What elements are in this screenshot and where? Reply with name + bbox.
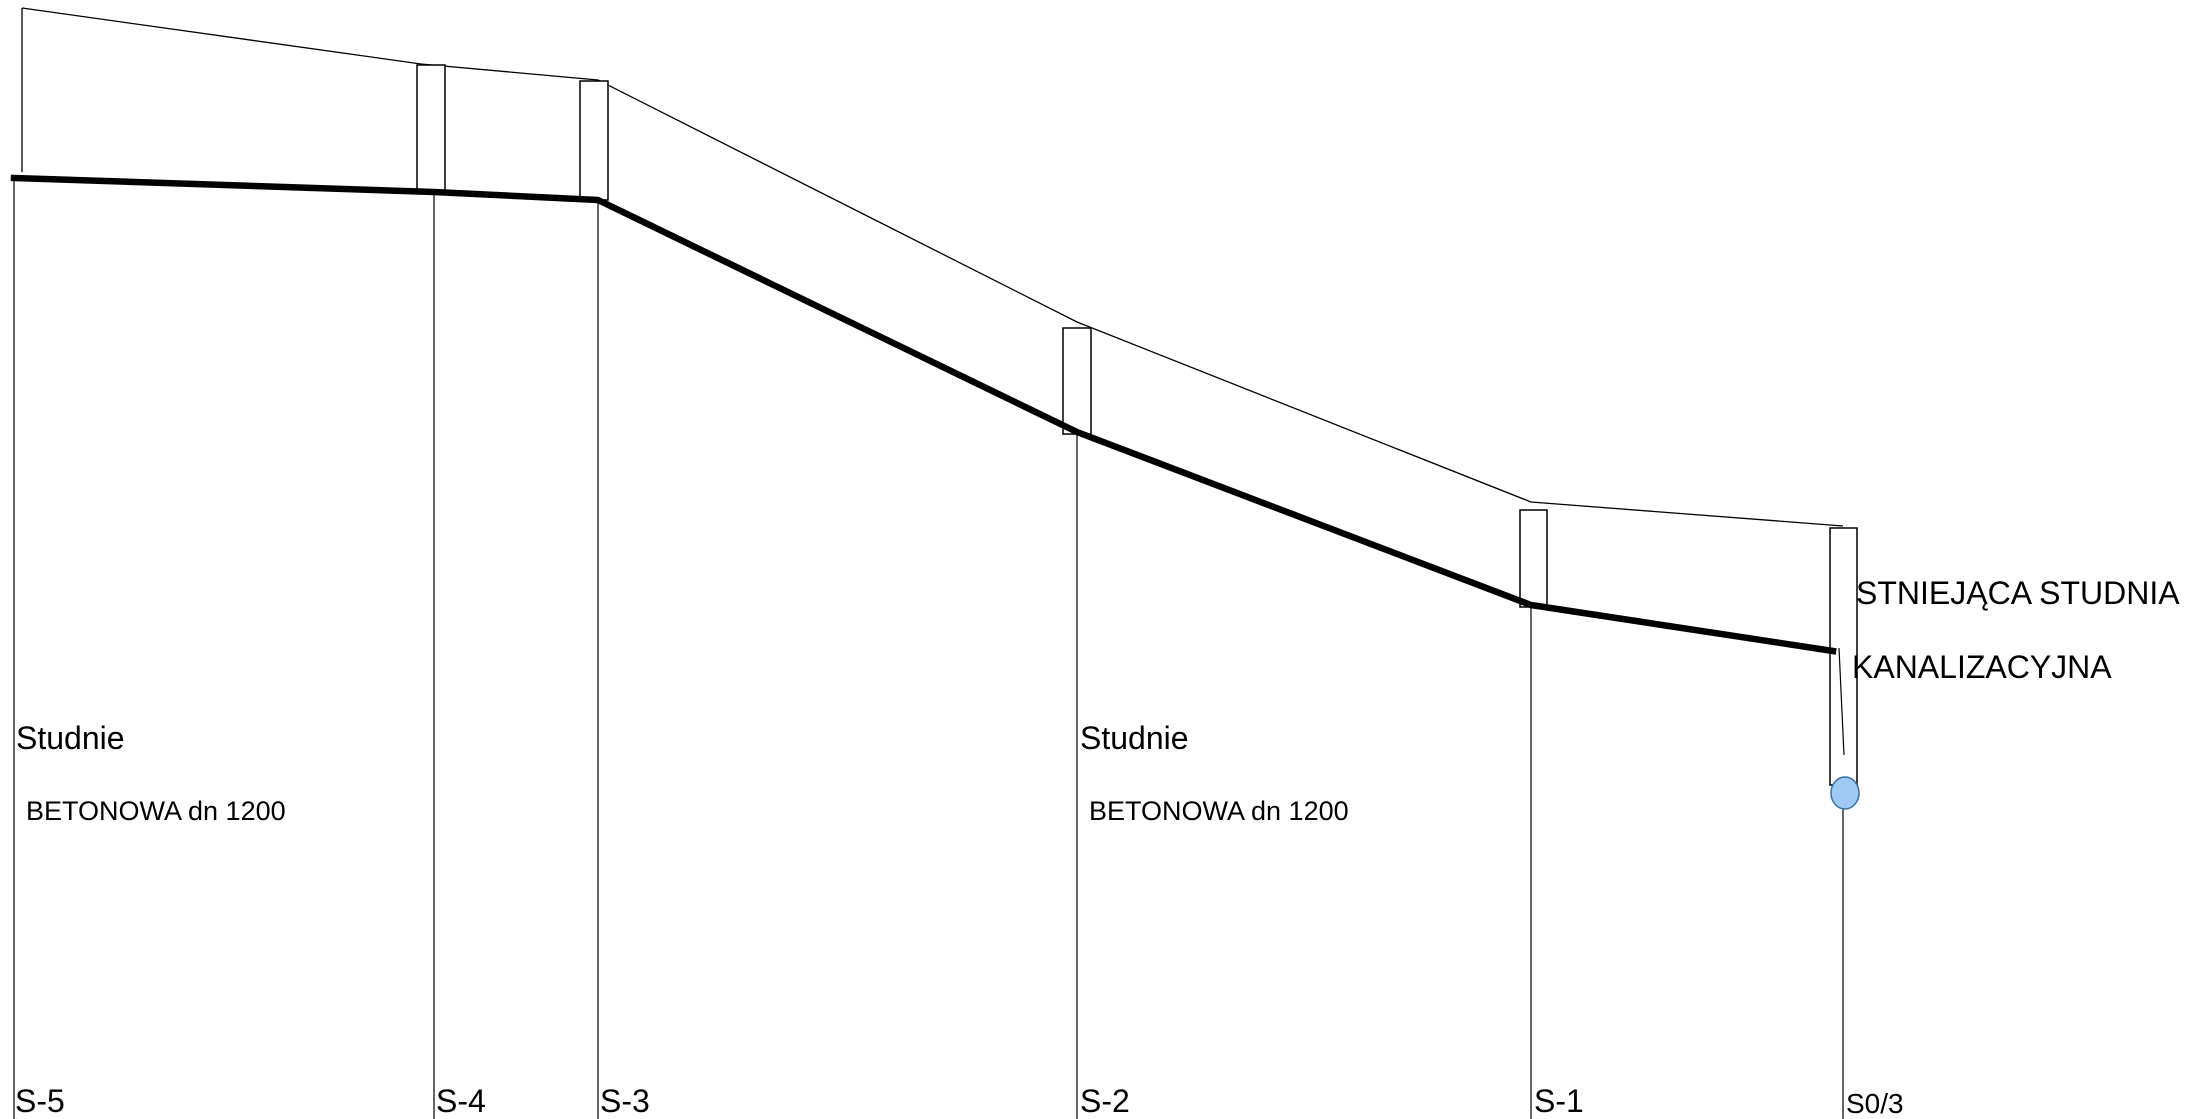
existing-well-label-line2: KANALIZACYJNA (1852, 649, 2112, 685)
existing-well-marker (1830, 776, 1860, 810)
note-1-title: Studnie (16, 720, 125, 756)
sewer-pipe (10, 174, 1837, 655)
station-lines (13, 178, 1844, 1119)
station-label-s2: S-2 (1080, 1083, 1130, 1119)
manhole-s4 (416, 64, 446, 193)
station-label-s5: S-5 (15, 1083, 65, 1119)
existing-manhole-inner-line (1838, 647, 1845, 756)
station-label-s03: S0/3 (1846, 1088, 1904, 1119)
note-1-detail: BETONOWA dn 1200 (26, 796, 286, 826)
manhole-s1 (1519, 509, 1548, 608)
station-label-s1: S-1 (1534, 1083, 1584, 1119)
station-label-s3: S-3 (600, 1083, 650, 1119)
note-2-title: Studnie (1080, 720, 1189, 756)
existing-well-label-line1: STNIEJĄCA STUDNIA (1856, 575, 2180, 611)
station-label-s4: S-4 (436, 1083, 486, 1119)
note-2-detail: BETONOWA dn 1200 (1089, 796, 1349, 826)
manhole-s2 (1062, 327, 1092, 435)
manholes (416, 64, 1858, 786)
manhole-s3 (579, 80, 609, 201)
terrain-line (21, 7, 1844, 527)
